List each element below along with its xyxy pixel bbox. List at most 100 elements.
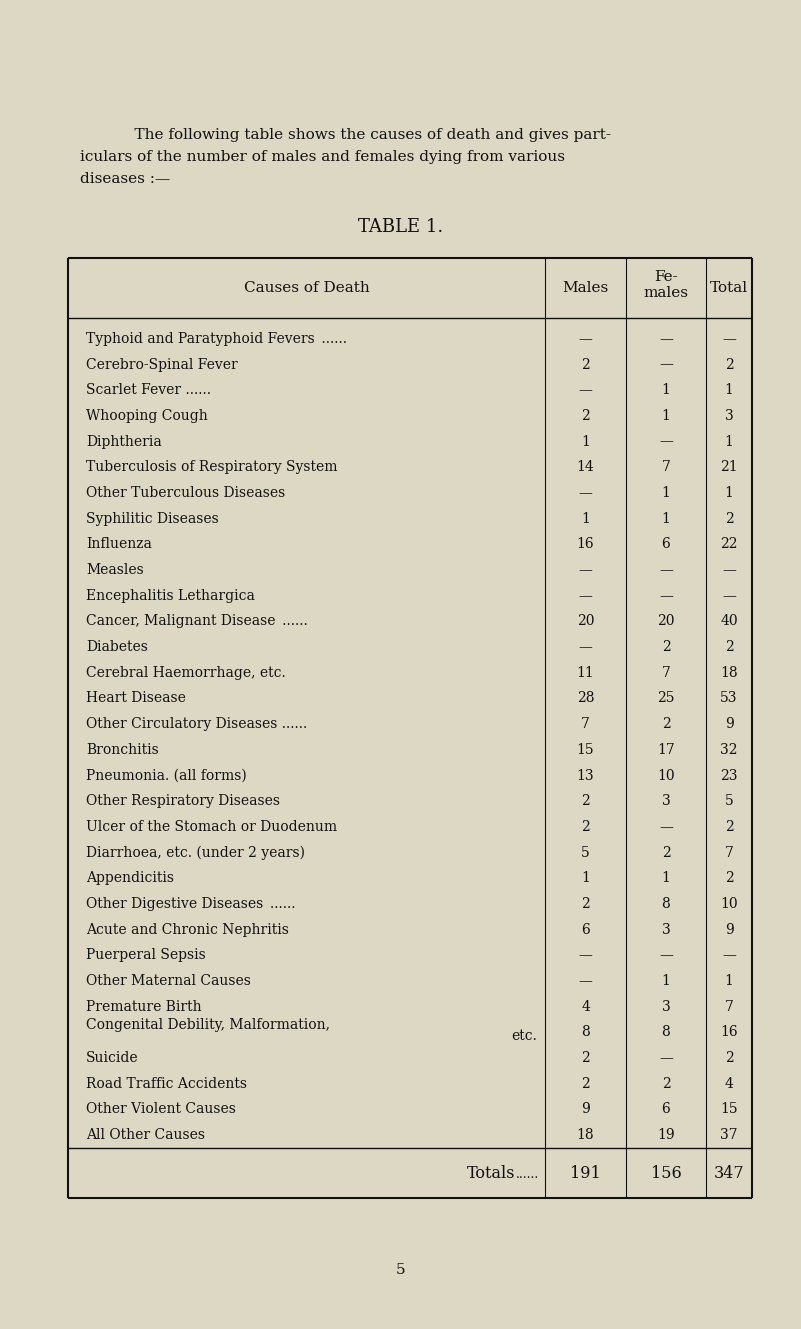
Text: 2: 2 (662, 641, 670, 654)
Text: Typhoid and Paratyphoid Fevers  ......: Typhoid and Paratyphoid Fevers ...... (86, 332, 347, 346)
Text: 6: 6 (581, 922, 590, 937)
Text: diseases :—: diseases :— (80, 171, 171, 186)
Text: Syphilitic Diseases: Syphilitic Diseases (86, 512, 219, 526)
Text: 1: 1 (662, 409, 670, 423)
Text: Influenza: Influenza (86, 537, 152, 552)
Text: Fe-: Fe- (654, 270, 678, 284)
Text: 17: 17 (657, 743, 675, 756)
Text: Whooping Cough: Whooping Cough (86, 409, 207, 423)
Text: —: — (722, 589, 736, 603)
Text: 16: 16 (577, 537, 594, 552)
Text: —: — (722, 563, 736, 577)
Text: Causes of Death: Causes of Death (244, 280, 369, 295)
Text: 6: 6 (662, 1103, 670, 1116)
Text: —: — (578, 641, 593, 654)
Text: Other Digestive Diseases  ......: Other Digestive Diseases ...... (86, 897, 296, 910)
Text: 37: 37 (720, 1128, 738, 1142)
Text: Puerperal Sepsis: Puerperal Sepsis (86, 949, 206, 962)
Text: 16: 16 (720, 1026, 738, 1039)
Text: Tuberculosis of Respiratory System: Tuberculosis of Respiratory System (86, 460, 337, 474)
Text: 2: 2 (662, 718, 670, 731)
Text: ......: ...... (516, 1167, 539, 1180)
Text: Premature Birth: Premature Birth (86, 999, 202, 1014)
Text: 7: 7 (725, 845, 734, 860)
Text: 4: 4 (581, 999, 590, 1014)
Text: 3: 3 (662, 999, 670, 1014)
Text: 2: 2 (581, 409, 590, 423)
Text: 20: 20 (577, 614, 594, 629)
Text: 1: 1 (725, 383, 734, 397)
Text: 9: 9 (725, 922, 734, 937)
Text: 3: 3 (662, 795, 670, 808)
Text: Diphtheria: Diphtheria (86, 435, 162, 449)
Text: Other Tuberculous Diseases: Other Tuberculous Diseases (86, 486, 285, 500)
Text: 1: 1 (725, 435, 734, 449)
Text: —: — (659, 358, 673, 372)
Text: 2: 2 (725, 820, 734, 833)
Text: 2: 2 (581, 897, 590, 910)
Text: iculars of the number of males and females dying from various: iculars of the number of males and femal… (80, 150, 565, 163)
Text: 1: 1 (662, 974, 670, 987)
Text: Bronchitis: Bronchitis (86, 743, 159, 756)
Text: 2: 2 (662, 845, 670, 860)
Text: 8: 8 (581, 1026, 590, 1039)
Text: —: — (578, 486, 593, 500)
Text: Other Circulatory Diseases ......: Other Circulatory Diseases ...... (86, 718, 308, 731)
Text: 9: 9 (725, 718, 734, 731)
Text: 23: 23 (720, 768, 738, 783)
Text: —: — (659, 563, 673, 577)
Text: All Other Causes: All Other Causes (86, 1128, 205, 1142)
Text: 28: 28 (577, 691, 594, 706)
Text: 1: 1 (725, 974, 734, 987)
Text: 2: 2 (725, 1051, 734, 1065)
Text: 5: 5 (581, 845, 590, 860)
Text: The following table shows the causes of death and gives part-: The following table shows the causes of … (115, 128, 611, 142)
Text: 1: 1 (725, 486, 734, 500)
Text: 13: 13 (577, 768, 594, 783)
Text: 22: 22 (720, 537, 738, 552)
Text: Pneumonia. (all forms): Pneumonia. (all forms) (86, 768, 247, 783)
Text: —: — (722, 332, 736, 346)
Text: 18: 18 (577, 1128, 594, 1142)
Text: 1: 1 (581, 512, 590, 526)
Text: —: — (578, 383, 593, 397)
Text: 347: 347 (714, 1164, 744, 1181)
Text: 18: 18 (720, 666, 738, 679)
Text: Cerebro-Spinal Fever: Cerebro-Spinal Fever (86, 358, 238, 372)
Text: 1: 1 (662, 383, 670, 397)
Text: 2: 2 (662, 1076, 670, 1091)
Text: —: — (659, 435, 673, 449)
Text: 7: 7 (662, 460, 670, 474)
Text: 2: 2 (725, 512, 734, 526)
Text: —: — (659, 949, 673, 962)
Text: 2: 2 (725, 872, 734, 885)
Text: Diarrhoea, etc. (under 2 years): Diarrhoea, etc. (under 2 years) (86, 845, 305, 860)
Text: 1: 1 (581, 872, 590, 885)
Text: Scarlet Fever ......: Scarlet Fever ...... (86, 383, 211, 397)
Text: 1: 1 (662, 486, 670, 500)
Text: —: — (659, 820, 673, 833)
Text: Appendicitis: Appendicitis (86, 872, 174, 885)
Text: Road Traffic Accidents: Road Traffic Accidents (86, 1076, 247, 1091)
Text: Totals: Totals (466, 1164, 515, 1181)
Text: Cerebral Haemorrhage, etc.: Cerebral Haemorrhage, etc. (86, 666, 286, 679)
Text: 20: 20 (658, 614, 674, 629)
Text: 191: 191 (570, 1164, 601, 1181)
Text: 156: 156 (650, 1164, 682, 1181)
Text: 7: 7 (662, 666, 670, 679)
Text: 40: 40 (720, 614, 738, 629)
Text: 32: 32 (720, 743, 738, 756)
Text: 9: 9 (581, 1103, 590, 1116)
Text: 8: 8 (662, 897, 670, 910)
Text: 2: 2 (581, 358, 590, 372)
Text: Measles: Measles (86, 563, 143, 577)
Text: 10: 10 (720, 897, 738, 910)
Text: —: — (578, 563, 593, 577)
Text: 5: 5 (725, 795, 734, 808)
Text: etc.: etc. (511, 1029, 537, 1043)
Text: —: — (722, 949, 736, 962)
Text: —: — (578, 589, 593, 603)
Text: —: — (659, 1051, 673, 1065)
Text: Encephalitis Lethargica: Encephalitis Lethargica (86, 589, 255, 603)
Text: Ulcer of the Stomach or Duodenum: Ulcer of the Stomach or Duodenum (86, 820, 337, 833)
